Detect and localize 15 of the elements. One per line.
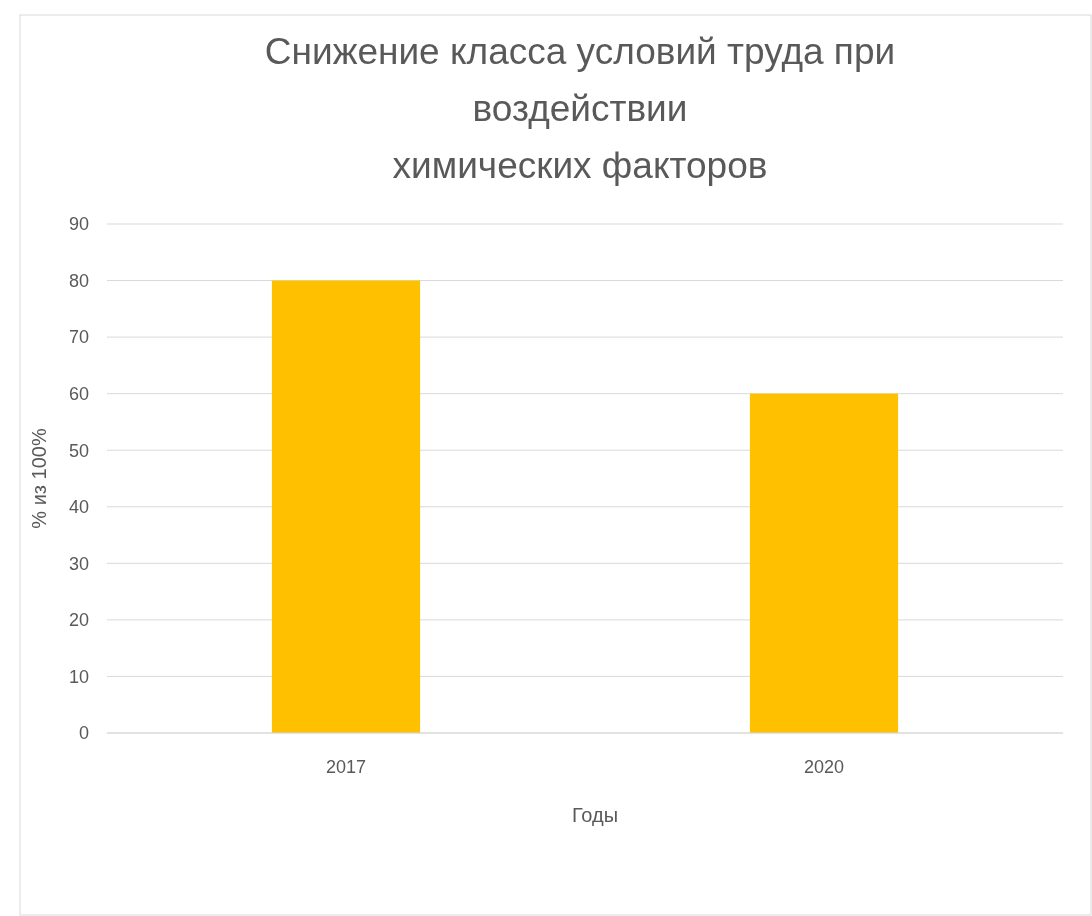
y-tick-label: 20	[68, 610, 89, 631]
y-tick-label: 10	[68, 666, 89, 687]
y-tick-label: 50	[68, 440, 89, 461]
y-tick-label: 90	[68, 214, 89, 235]
x-axis-title: Годы	[571, 804, 619, 826]
y-axis-title: % из 100%	[28, 428, 50, 529]
y-tick-label: 60	[68, 383, 89, 404]
y-tick-label: 80	[68, 270, 89, 291]
x-tick-label: 2017	[325, 757, 367, 777]
y-tick-label: 40	[68, 497, 89, 518]
chart-title: Снижение класса условий труда при воздействии химических факторов	[264, 31, 896, 186]
y-tick-label: 70	[68, 327, 89, 348]
y-tick-label: 30	[68, 553, 89, 574]
x-tick-label: 2020	[803, 757, 845, 777]
y-tick-label: 0	[78, 723, 89, 744]
